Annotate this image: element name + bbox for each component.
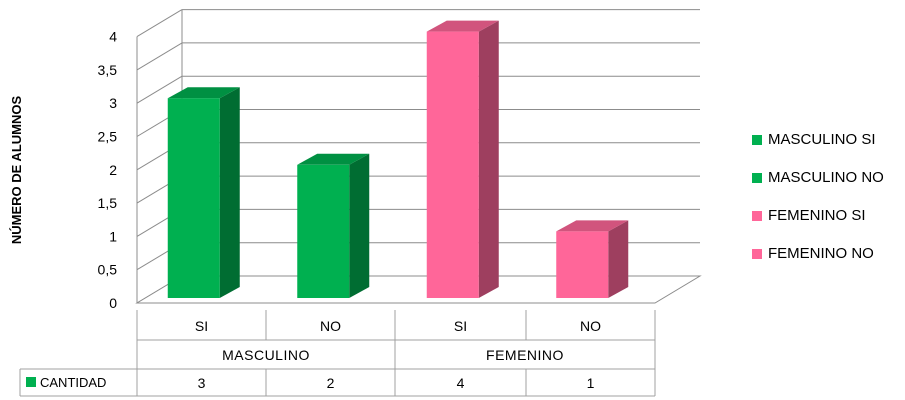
y-tick-label: 2,5 xyxy=(98,129,118,145)
y-tick-label: 1 xyxy=(109,228,117,244)
data-bar xyxy=(297,164,350,298)
table-row-label: CANTIDAD xyxy=(40,375,106,390)
legend-item-masculino-si: MASCULINO SI xyxy=(752,130,884,149)
legend-item-femenino-no: FEMENINO NO xyxy=(752,244,884,263)
data-table-value: 4 xyxy=(457,375,465,391)
y-tick-label: 1,5 xyxy=(98,195,118,211)
legend-item-femenino-si: FEMENINO SI xyxy=(752,206,884,225)
y-axis-title: NÚMERO DE ALUMNOS xyxy=(9,96,24,245)
x-tick-label: SI xyxy=(454,318,467,334)
bar-top xyxy=(556,220,629,232)
data-bar xyxy=(556,231,609,298)
table-legend-swatch xyxy=(26,377,36,387)
depth-gridline xyxy=(136,42,183,71)
legend-swatch xyxy=(752,210,762,221)
y-tick-label: 2 xyxy=(109,162,117,178)
y-tick-label: 0 xyxy=(109,295,117,311)
bar-top xyxy=(167,87,240,99)
data-bar xyxy=(426,31,479,298)
bar-top xyxy=(426,20,499,32)
legend-label: MASCULINO SI xyxy=(768,131,876,148)
bar-side xyxy=(349,153,370,298)
legend-swatch xyxy=(752,172,762,183)
data-table-value: 3 xyxy=(198,375,206,391)
legend-item-masculino-no: MASCULINO NO xyxy=(752,168,884,187)
x-group-label: FEMENINO xyxy=(486,347,564,363)
y-tick-label: 4 xyxy=(109,29,117,45)
x-tick-label: NO xyxy=(580,318,601,334)
y-tick-label: 3,5 xyxy=(98,62,118,78)
y-tick-label: 3 xyxy=(109,95,117,111)
bar-top xyxy=(297,153,370,165)
legend-swatch xyxy=(752,134,762,145)
bar-side xyxy=(608,220,629,298)
depth-gridline xyxy=(136,9,183,38)
data-table-value: 2 xyxy=(327,375,335,391)
data-bar xyxy=(167,98,220,298)
legend-label: MASCULINO NO xyxy=(768,169,884,186)
legend-label: FEMENINO NO xyxy=(768,245,874,262)
bar-side xyxy=(219,87,240,298)
y-tick-label: 0,5 xyxy=(98,262,118,278)
depth-gridline xyxy=(136,75,183,104)
x-tick-label: SI xyxy=(195,318,208,334)
legend: MASCULINO SI MASCULINO NO FEMENINO SI FE… xyxy=(752,130,884,282)
x-group-label: MASCULINO xyxy=(222,347,310,363)
data-table-value: 1 xyxy=(587,375,595,391)
x-tick-label: NO xyxy=(320,318,341,334)
legend-label: FEMENINO SI xyxy=(768,207,866,224)
legend-swatch xyxy=(752,248,762,259)
bar-side xyxy=(478,20,499,298)
